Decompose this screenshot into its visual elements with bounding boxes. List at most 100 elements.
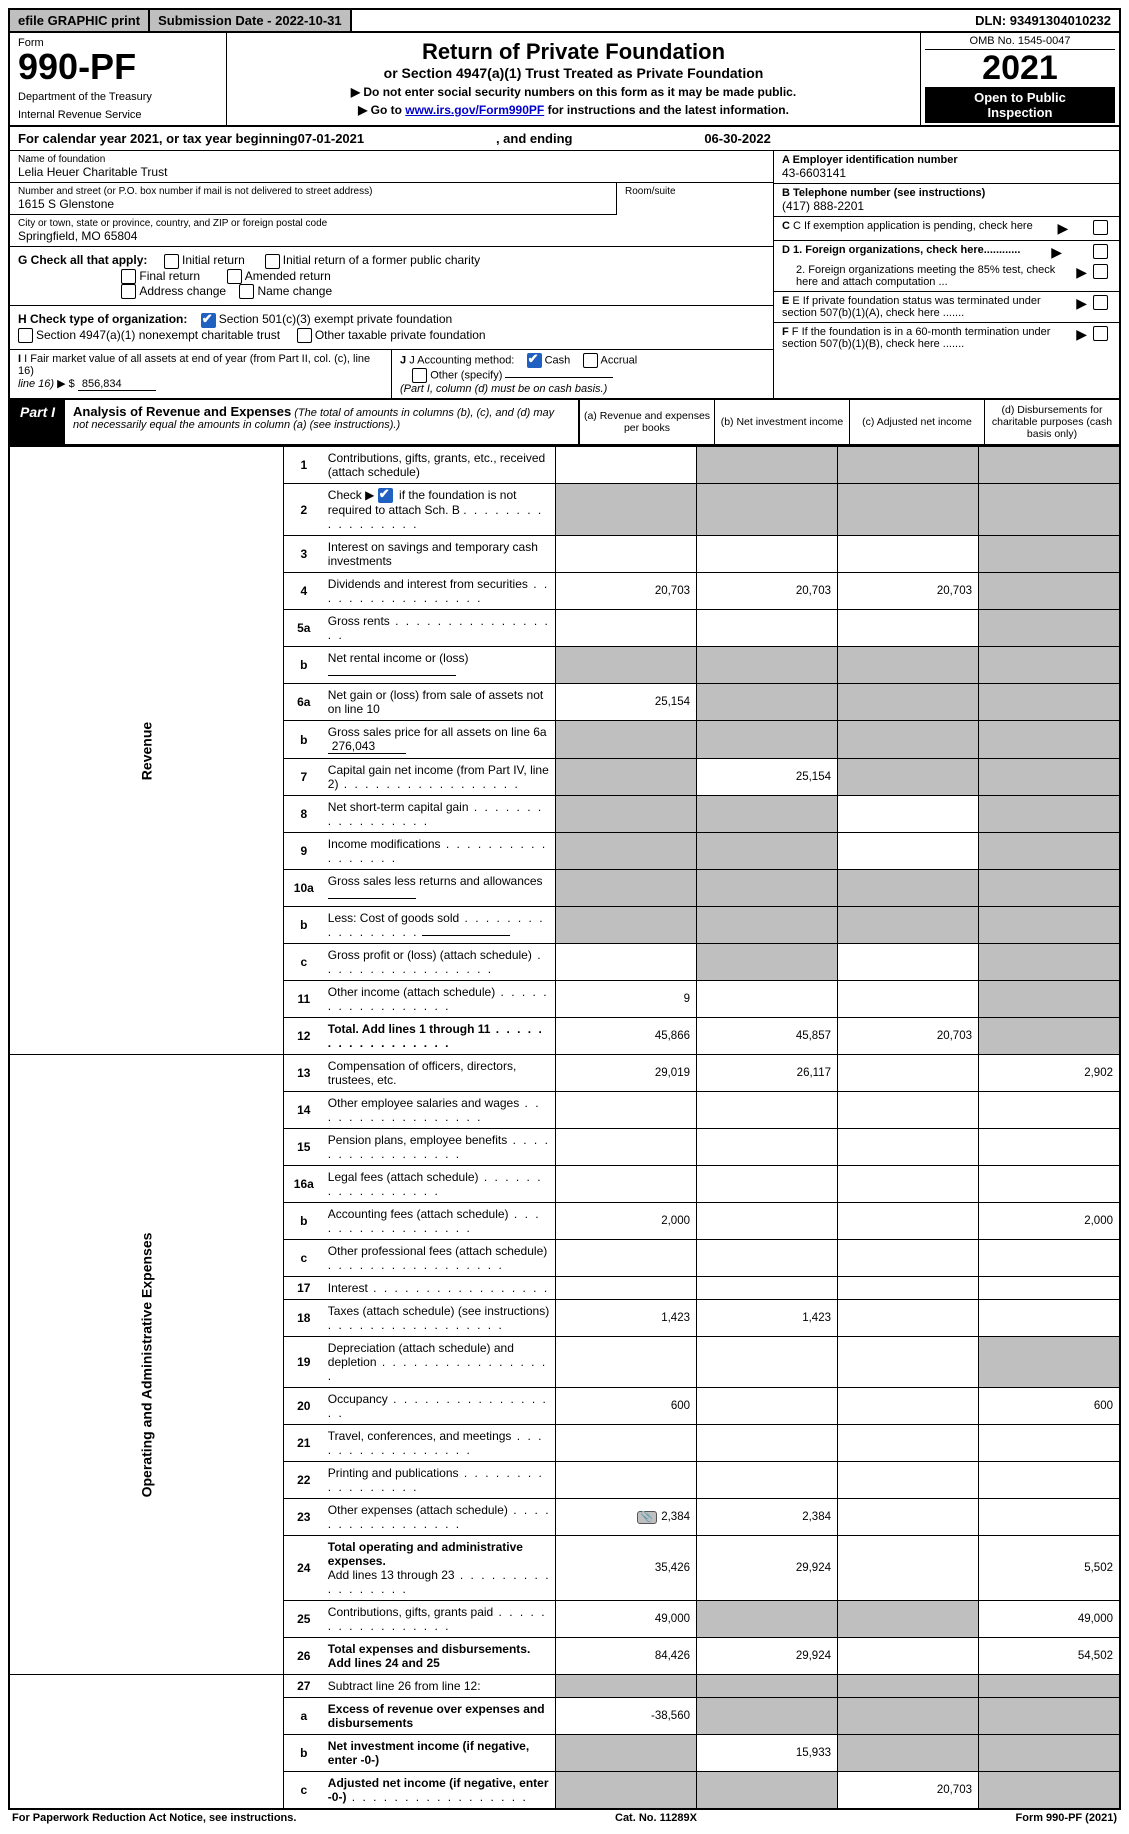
row-num: 27 bbox=[283, 1675, 324, 1698]
cell-20d: 600 bbox=[979, 1388, 1121, 1425]
checkbox-name-change[interactable] bbox=[239, 284, 254, 299]
j-cash: Cash bbox=[545, 354, 571, 366]
section-f: F F If the foundation is in a 60-month t… bbox=[774, 323, 1119, 353]
cell-18b: 1,423 bbox=[697, 1300, 838, 1337]
row-desc: Total. Add lines 1 through 11 bbox=[324, 1018, 556, 1055]
row-num: 3 bbox=[283, 536, 324, 573]
row-desc: Interest on savings and temporary cash i… bbox=[324, 536, 556, 573]
form-subtitle: or Section 4947(a)(1) Trust Treated as P… bbox=[235, 65, 912, 81]
submission-date-label: Submission Date - bbox=[158, 13, 275, 28]
arrow-icon: ▶ bbox=[1076, 326, 1087, 343]
checkbox-other-taxable[interactable] bbox=[297, 328, 312, 343]
checkbox-c[interactable] bbox=[1093, 220, 1108, 235]
i-label: I Fair market value of all assets at end… bbox=[18, 353, 370, 377]
cell-4b: 20,703 bbox=[697, 573, 838, 610]
row-desc: Contributions, gifts, grants, etc., rece… bbox=[324, 447, 556, 484]
cell-13a: 29,019 bbox=[556, 1055, 697, 1092]
foundation-name-label: Name of foundation bbox=[18, 154, 765, 165]
row-desc: Contributions, gifts, grants paid bbox=[324, 1601, 556, 1638]
row-desc: Occupancy bbox=[324, 1388, 556, 1425]
cell-23a: 📎2,384 bbox=[556, 1499, 697, 1536]
side-blank bbox=[9, 1675, 283, 1810]
section-e: E E If private foundation status was ter… bbox=[774, 292, 1119, 323]
d2-label: 2. Foreign organizations meeting the 85%… bbox=[782, 264, 1070, 288]
row-num: c bbox=[283, 1772, 324, 1810]
page-footer: For Paperwork Reduction Act Notice, see … bbox=[8, 1810, 1121, 1826]
c-label: C If exemption application is pending, c… bbox=[793, 220, 1033, 232]
row-num: 5a bbox=[283, 610, 324, 647]
checkbox-accrual[interactable] bbox=[583, 353, 598, 368]
section-c: C C If exemption application is pending,… bbox=[774, 217, 1119, 241]
cell-7b: 25,154 bbox=[697, 759, 838, 796]
row-desc: Pension plans, employee benefits bbox=[324, 1129, 556, 1166]
checkbox-4947[interactable] bbox=[18, 328, 33, 343]
row-num: 21 bbox=[283, 1425, 324, 1462]
row-desc: Subtract line 26 from line 12: bbox=[324, 1675, 556, 1698]
checkbox-e[interactable] bbox=[1093, 295, 1108, 310]
checkbox-cash[interactable] bbox=[527, 353, 542, 368]
checkbox-d1[interactable] bbox=[1093, 244, 1108, 259]
section-d: D 1. Foreign organizations, check here..… bbox=[774, 241, 1119, 292]
checkbox-501c3[interactable] bbox=[201, 313, 216, 328]
cell-27a: -38,560 bbox=[556, 1698, 697, 1735]
entity-info-grid: Name of foundation Lelia Heuer Charitabl… bbox=[8, 151, 1121, 400]
row-desc: Net investment income (if negative, ente… bbox=[324, 1735, 556, 1772]
j-accrual: Accrual bbox=[601, 354, 638, 366]
city-cell: City or town, state or province, country… bbox=[10, 215, 773, 247]
j-note: (Part I, column (d) must be on cash basi… bbox=[400, 383, 607, 395]
row-desc: Gross rents bbox=[324, 610, 556, 647]
form-year-block: OMB No. 1545-0047 2021 Open to Public In… bbox=[921, 33, 1119, 125]
section-j: J J Accounting method: Cash Accrual Othe… bbox=[392, 350, 773, 398]
checkbox-final-return[interactable] bbox=[121, 269, 136, 284]
h-4947: Section 4947(a)(1) nonexempt charitable … bbox=[36, 328, 280, 342]
checkbox-f[interactable] bbox=[1093, 326, 1108, 341]
r2-pre: Check ▶ bbox=[328, 488, 378, 502]
form-id-block: Form 990-PF Department of the Treasury I… bbox=[10, 33, 227, 125]
row-num: c bbox=[283, 944, 324, 981]
checkbox-address-change[interactable] bbox=[121, 284, 136, 299]
g-addr: Address change bbox=[139, 284, 226, 298]
open-line1: Open to Public bbox=[974, 90, 1066, 105]
h-other-tax: Other taxable private foundation bbox=[315, 328, 486, 342]
checkbox-other-method[interactable] bbox=[412, 368, 427, 383]
dept-treasury: Department of the Treasury bbox=[18, 91, 218, 103]
row-desc: Net short-term capital gain bbox=[324, 796, 556, 833]
dln: DLN: 93491304010232 bbox=[967, 10, 1119, 31]
row-num: 11 bbox=[283, 981, 324, 1018]
g-amended: Amended return bbox=[245, 269, 331, 283]
attachment-icon[interactable]: 📎 bbox=[637, 1511, 657, 1524]
row-num: 14 bbox=[283, 1092, 324, 1129]
arrow-icon: ▶ bbox=[1057, 220, 1068, 237]
checkbox-d2[interactable] bbox=[1093, 264, 1108, 279]
part1-header: Part I Analysis of Revenue and Expenses … bbox=[8, 400, 1121, 446]
row-desc: Gross sales less returns and allowances bbox=[324, 870, 556, 907]
row-desc: Gross sales price for all assets on line… bbox=[324, 721, 556, 759]
cell-6b-inline: 276,043 bbox=[328, 739, 406, 754]
row-num: 25 bbox=[283, 1601, 324, 1638]
row-desc: Other expenses (attach schedule) bbox=[324, 1499, 556, 1536]
row-num: 15 bbox=[283, 1129, 324, 1166]
row-desc: Less: Cost of goods sold bbox=[324, 907, 556, 944]
g-name: Name change bbox=[257, 284, 332, 298]
city-label: City or town, state or province, country… bbox=[18, 218, 765, 229]
cell-12a: 45,866 bbox=[556, 1018, 697, 1055]
i-value: 856,834 bbox=[78, 378, 156, 391]
arrow-icon: ▶ bbox=[1076, 295, 1087, 312]
row-num: 16a bbox=[283, 1166, 324, 1203]
form990pf-link[interactable]: www.irs.gov/Form990PF bbox=[405, 103, 544, 117]
row-num: b bbox=[283, 647, 324, 684]
checkbox-initial-return[interactable] bbox=[164, 254, 179, 269]
cell-16b-d: 2,000 bbox=[979, 1203, 1121, 1240]
top-bar: efile GRAPHIC print Submission Date - 20… bbox=[8, 8, 1121, 33]
i-arrow: ▶ $ bbox=[57, 378, 75, 390]
cell-26d: 54,502 bbox=[979, 1638, 1121, 1675]
omb-number: OMB No. 1545-0047 bbox=[925, 35, 1115, 50]
checkbox-amended-return[interactable] bbox=[227, 269, 242, 284]
checkbox-sch-b[interactable] bbox=[378, 488, 393, 503]
checkbox-initial-former[interactable] bbox=[265, 254, 280, 269]
efile-print-button[interactable]: efile GRAPHIC print bbox=[10, 10, 150, 31]
cell-4c: 20,703 bbox=[838, 573, 979, 610]
cal-end: 06-30-2022 bbox=[704, 131, 771, 146]
ein-value: 43-6603141 bbox=[782, 166, 1111, 180]
street-cell: Number and street (or P.O. box number if… bbox=[10, 183, 617, 215]
